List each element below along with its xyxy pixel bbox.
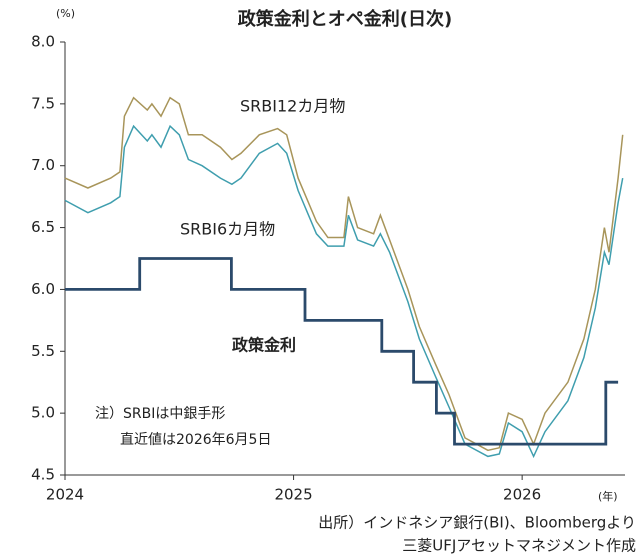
source: 出所）インドネシア銀行(BI)、Bloombergより: [318, 514, 636, 532]
y-tick-label: 5.0: [31, 404, 55, 422]
x-tick-label: 2026: [503, 486, 541, 504]
source: 三菱UFJアセットマネジメント作成: [402, 537, 636, 555]
y-tick-label: 4.5: [31, 466, 55, 484]
series-label: SRBI12カ月物: [240, 97, 345, 116]
y-unit: (%): [56, 7, 75, 20]
series-line: [64, 96, 624, 452]
y-tick-label: 7.5: [31, 94, 55, 112]
y-tick-label: 6.0: [31, 280, 55, 298]
y-tick-label: 7.0: [31, 156, 55, 174]
x-unit: (年): [598, 489, 618, 503]
note: 直近値は2026年6月5日: [120, 431, 271, 448]
series-label: 政策金利: [232, 336, 296, 355]
x-tick-label: 2025: [274, 486, 312, 504]
series-label: SRBI6カ月物: [180, 220, 275, 239]
y-tick-label: 6.5: [31, 218, 55, 236]
y-tick-label: 8.0: [31, 33, 55, 51]
series-line: [65, 257, 619, 446]
x-tick-label: 2024: [46, 486, 84, 504]
chart-title: 政策金利とオペ金利(日次): [238, 8, 452, 30]
y-tick-label: 5.5: [31, 342, 55, 360]
note: 注）SRBIは中銀手形: [95, 406, 225, 422]
